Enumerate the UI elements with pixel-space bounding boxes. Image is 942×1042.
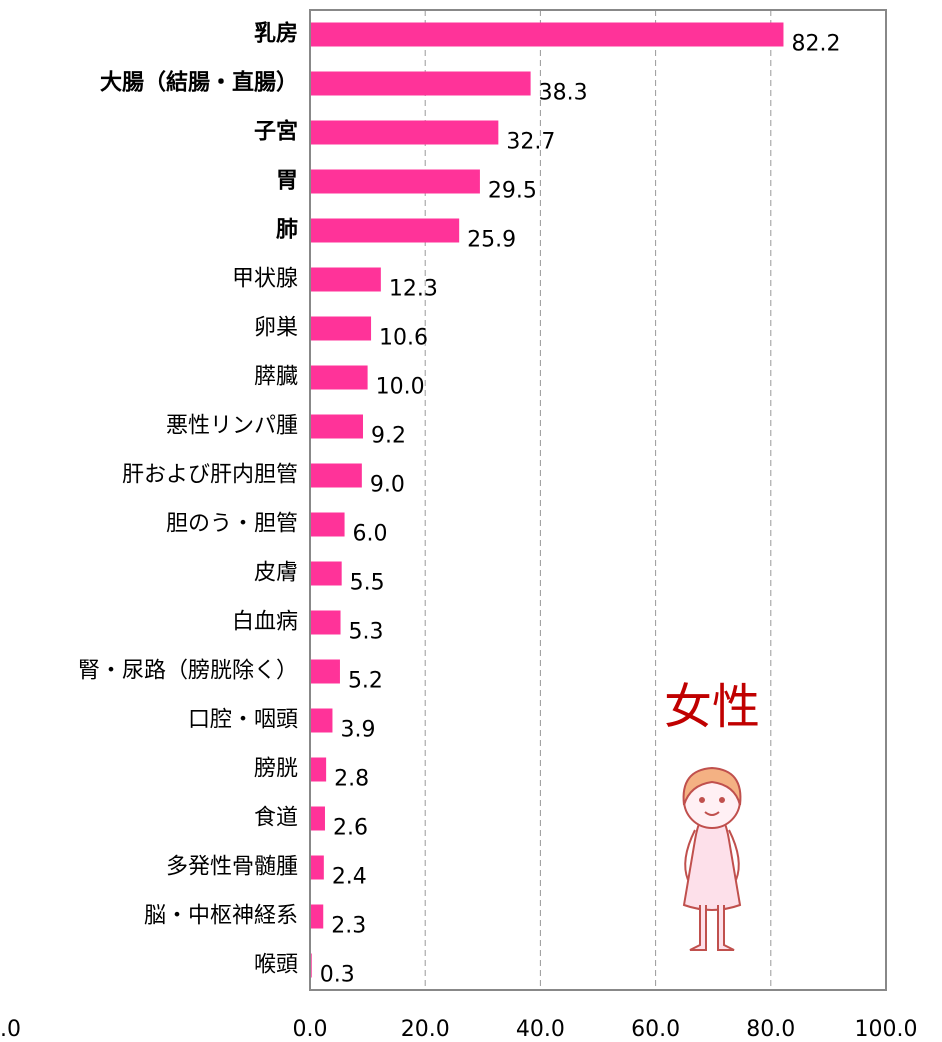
category-label: 甲状腺 [232, 267, 298, 292]
category-label: 口腔・咽頭 [188, 708, 298, 733]
value-label: 6.0 [353, 522, 388, 547]
x-tick-label: 0.0 [293, 1017, 328, 1042]
category-label: 多発性骨髄腫 [166, 855, 298, 880]
x-tick-label: 20.0 [401, 1017, 450, 1042]
value-label: 29.5 [488, 179, 537, 204]
value-label: 25.9 [467, 228, 516, 253]
bar [310, 708, 333, 733]
bar [310, 414, 363, 439]
value-label: 0.3 [320, 963, 355, 988]
value-label: 9.2 [371, 424, 406, 449]
category-label: 膵臓 [254, 365, 298, 390]
bar [310, 806, 325, 831]
category-label: 皮膚 [254, 561, 298, 586]
value-label: 2.8 [334, 767, 369, 792]
annotation: 女性 [664, 679, 760, 735]
category-label: 腎・尿路（膀胱除く） [78, 659, 298, 684]
category-label: 肺 [276, 218, 298, 243]
category-label: 胆のう・胆管 [166, 512, 298, 537]
bar [310, 757, 327, 782]
value-label: 2.3 [331, 914, 366, 939]
bar [310, 855, 324, 880]
bar [310, 267, 381, 292]
bar [310, 610, 341, 635]
value-label: 10.6 [379, 326, 428, 351]
bar [310, 316, 372, 341]
category-label: 乳房 [254, 21, 298, 47]
category-label: 胃 [276, 169, 298, 194]
bar [310, 218, 460, 243]
category-label: 膀胱 [254, 757, 298, 782]
bar [310, 512, 345, 537]
value-label: 12.3 [389, 277, 438, 302]
category-label: 食道 [254, 806, 298, 831]
category-label: 白血病 [232, 610, 298, 635]
x-tick-label: 60.0 [631, 1017, 680, 1042]
bar [310, 22, 784, 47]
category-label: 大腸（結腸・直腸） [100, 70, 298, 96]
fragment-tick-label: 0.0 [0, 1017, 21, 1042]
value-label: 2.6 [333, 816, 368, 841]
category-label: 喉頭 [254, 953, 298, 978]
bar [310, 463, 362, 488]
bar [310, 904, 324, 929]
x-tick-label: 100.0 [855, 1017, 918, 1042]
category-label: 脳・中枢神経系 [144, 904, 298, 929]
bar [310, 120, 499, 145]
bar [310, 169, 480, 194]
plot-border [309, 9, 887, 991]
category-label: 悪性リンパ腫 [166, 414, 298, 439]
x-tick-label: 80.0 [746, 1017, 795, 1042]
value-label: 5.5 [350, 571, 385, 596]
value-label: 5.2 [348, 669, 383, 694]
bar [310, 365, 368, 390]
value-label: 38.3 [539, 81, 588, 106]
girl-illustration [682, 766, 742, 951]
category-label: 肝および肝内胆管 [122, 463, 298, 488]
category-label: 子宮 [254, 119, 298, 145]
bar [310, 71, 531, 96]
value-label: 2.4 [332, 865, 367, 890]
value-label: 9.0 [370, 473, 405, 498]
category-label: 卵巣 [254, 316, 298, 341]
x-tick-label: 40.0 [516, 1017, 565, 1042]
value-label: 3.9 [340, 718, 375, 743]
value-label: 32.7 [506, 130, 555, 155]
bar [310, 561, 342, 586]
value-label: 82.2 [791, 32, 840, 57]
value-label: 10.0 [376, 375, 425, 400]
value-label: 5.3 [349, 620, 384, 645]
bar [310, 659, 340, 684]
